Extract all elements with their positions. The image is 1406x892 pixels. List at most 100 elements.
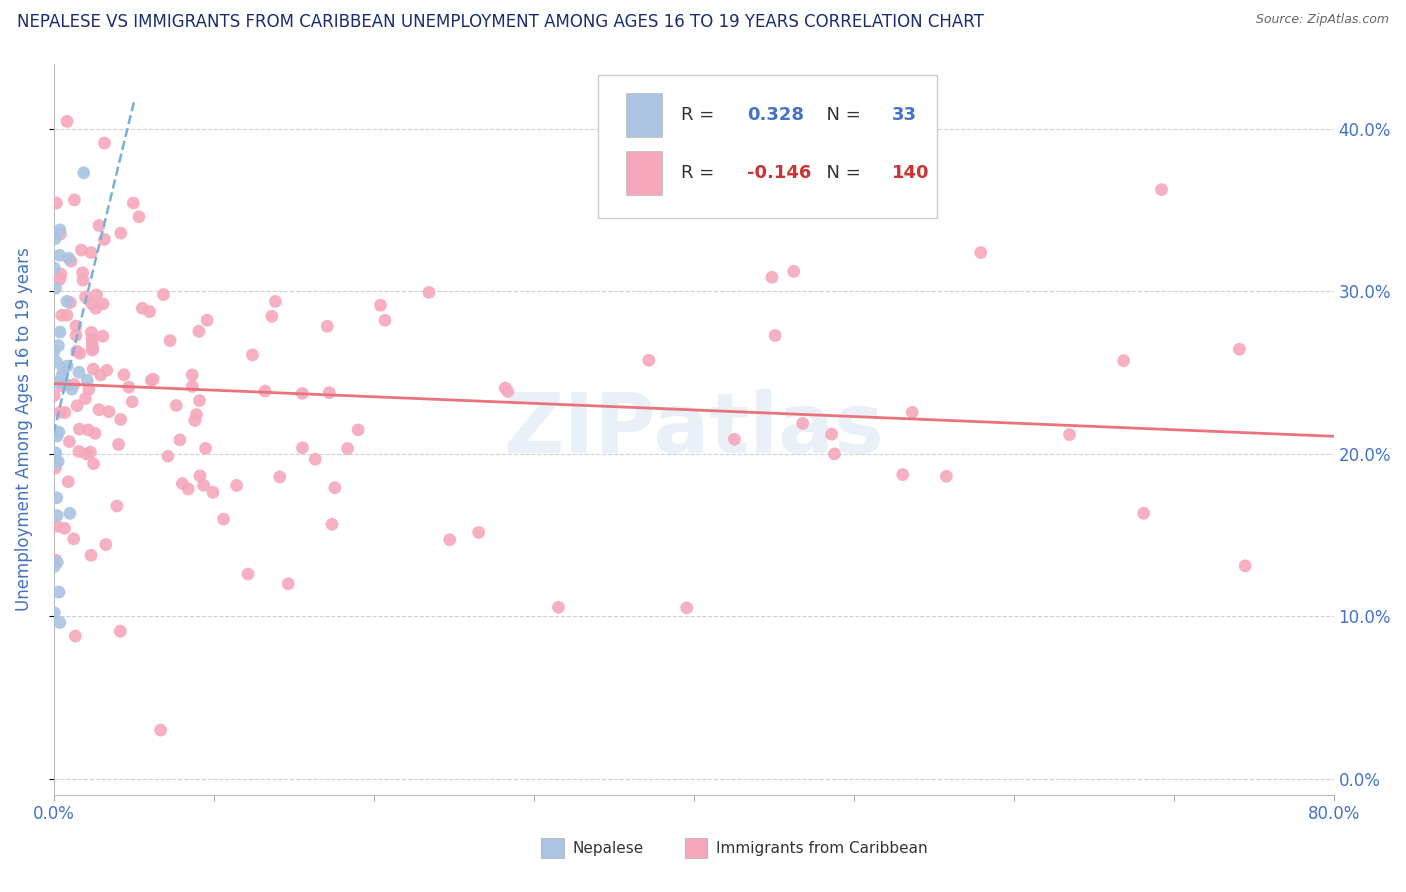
Point bbox=[44, 232, 66, 246]
Point bbox=[122, 196, 145, 211]
Point bbox=[53, 521, 76, 535]
Point bbox=[59, 507, 82, 521]
Point bbox=[87, 219, 110, 233]
Text: R =: R = bbox=[681, 106, 720, 124]
Point bbox=[1234, 558, 1257, 573]
Point bbox=[169, 433, 191, 447]
Point bbox=[637, 353, 659, 368]
Point bbox=[75, 447, 97, 461]
Point bbox=[96, 363, 118, 377]
Point bbox=[93, 136, 115, 150]
Point bbox=[370, 298, 392, 312]
Point bbox=[59, 295, 82, 310]
Point bbox=[1112, 353, 1135, 368]
Point bbox=[49, 405, 72, 419]
Point bbox=[53, 405, 76, 419]
Point bbox=[65, 318, 87, 333]
Point bbox=[83, 457, 105, 471]
Point bbox=[181, 379, 204, 393]
Point bbox=[72, 266, 94, 280]
Point bbox=[194, 442, 217, 456]
Point bbox=[891, 467, 914, 482]
Point bbox=[86, 288, 108, 302]
Point bbox=[236, 567, 259, 582]
Point bbox=[80, 337, 103, 351]
Point bbox=[547, 600, 569, 615]
Point bbox=[48, 248, 70, 262]
Point bbox=[188, 468, 211, 483]
Point bbox=[761, 270, 783, 285]
Point bbox=[1227, 343, 1250, 357]
Point bbox=[225, 478, 247, 492]
Point bbox=[212, 512, 235, 526]
Point bbox=[44, 388, 66, 402]
Point bbox=[45, 355, 67, 369]
Point bbox=[73, 166, 96, 180]
Point bbox=[264, 294, 287, 309]
Point bbox=[82, 342, 104, 356]
Text: 140: 140 bbox=[891, 164, 929, 182]
Point bbox=[260, 310, 283, 324]
Point bbox=[72, 273, 94, 287]
Point bbox=[193, 478, 215, 492]
Point bbox=[1132, 506, 1154, 520]
Point bbox=[970, 245, 993, 260]
Point bbox=[49, 223, 72, 237]
Point bbox=[93, 232, 115, 246]
Point bbox=[87, 402, 110, 417]
Point bbox=[58, 475, 80, 489]
Point bbox=[55, 377, 77, 392]
Point bbox=[51, 308, 73, 322]
Point bbox=[49, 272, 72, 286]
Point bbox=[1059, 427, 1081, 442]
Point bbox=[121, 394, 143, 409]
Point bbox=[316, 319, 339, 334]
Point bbox=[67, 365, 90, 379]
Point bbox=[97, 405, 120, 419]
Point bbox=[269, 470, 291, 484]
Point bbox=[65, 629, 87, 643]
Point bbox=[82, 343, 104, 357]
Point bbox=[321, 517, 343, 532]
Point bbox=[49, 267, 72, 281]
Text: Nepalese: Nepalese bbox=[572, 841, 644, 855]
Point bbox=[80, 297, 103, 311]
Point bbox=[763, 328, 786, 343]
Point bbox=[90, 368, 112, 382]
Y-axis label: Unemployment Among Ages 16 to 19 years: Unemployment Among Ages 16 to 19 years bbox=[15, 248, 32, 611]
Point bbox=[67, 422, 90, 436]
Point bbox=[60, 382, 83, 396]
Point bbox=[77, 383, 100, 397]
Point bbox=[118, 380, 141, 394]
Point bbox=[63, 377, 86, 392]
Point bbox=[67, 444, 90, 458]
Point bbox=[49, 615, 72, 630]
Point bbox=[347, 423, 370, 437]
Point bbox=[304, 452, 326, 467]
Point bbox=[418, 285, 440, 300]
Point bbox=[110, 226, 132, 240]
Point bbox=[783, 264, 806, 278]
Point bbox=[42, 344, 65, 359]
Text: 33: 33 bbox=[891, 106, 917, 124]
Point bbox=[44, 261, 66, 276]
Point bbox=[494, 381, 516, 395]
Text: NEPALESE VS IMMIGRANTS FROM CARIBBEAN UNEMPLOYMENT AMONG AGES 16 TO 19 YEARS COR: NEPALESE VS IMMIGRANTS FROM CARIBBEAN UN… bbox=[17, 13, 984, 31]
Point bbox=[323, 481, 346, 495]
Point bbox=[49, 325, 72, 339]
Point bbox=[1150, 183, 1173, 197]
Point bbox=[188, 393, 211, 408]
Point bbox=[75, 290, 97, 304]
Point bbox=[128, 210, 150, 224]
FancyBboxPatch shape bbox=[598, 75, 936, 218]
Point bbox=[152, 287, 174, 301]
Point bbox=[46, 555, 69, 569]
Point bbox=[110, 624, 132, 639]
Point bbox=[66, 344, 89, 359]
FancyBboxPatch shape bbox=[626, 94, 662, 137]
Point bbox=[792, 417, 814, 431]
Point bbox=[901, 405, 924, 419]
Text: -0.146: -0.146 bbox=[748, 164, 811, 182]
Text: N =: N = bbox=[815, 164, 868, 182]
Point bbox=[80, 245, 103, 260]
